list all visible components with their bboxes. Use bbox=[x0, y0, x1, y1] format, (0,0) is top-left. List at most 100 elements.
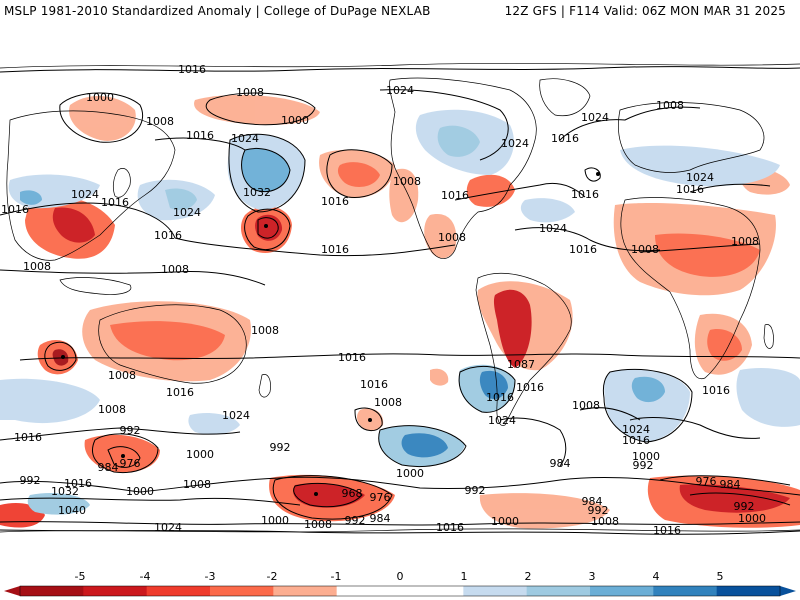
anomaly-neg-west-coast bbox=[389, 168, 419, 223]
colorbar-swatches bbox=[4, 585, 796, 597]
isobar-label: 1016 bbox=[486, 391, 514, 404]
isobar-label: 1000 bbox=[491, 515, 519, 528]
colorbar-segment bbox=[20, 586, 84, 596]
colorbar-segment bbox=[336, 586, 401, 596]
isobar-label: 1008 bbox=[656, 99, 684, 112]
anomaly-neg-small-south-2 bbox=[430, 368, 449, 386]
anomaly-pos-atlantic bbox=[520, 198, 575, 223]
isobar-label: 992 bbox=[734, 500, 755, 513]
isobar-label: 1016 bbox=[154, 229, 182, 242]
colorbar-max-arrow bbox=[780, 586, 796, 596]
colorbar-segment bbox=[463, 586, 528, 596]
isobar-label: 1087 bbox=[507, 358, 535, 371]
anomaly-neg-africa-south-core bbox=[707, 329, 742, 361]
isobar-label: 1016 bbox=[166, 386, 194, 399]
isobar-label: 1016 bbox=[622, 434, 650, 447]
anomaly-neg-indian-ocean-core bbox=[52, 349, 69, 366]
coast-arctic bbox=[0, 62, 800, 69]
colorbar: -5 -4 -3 -2 -1 0 1 2 3 4 5 bbox=[4, 570, 796, 597]
isobar-label: 1016 bbox=[321, 243, 349, 256]
isobar-label: 1008 bbox=[731, 235, 759, 248]
colorbar-tick-label: 5 bbox=[717, 570, 724, 583]
isobar-label: 1008 bbox=[591, 515, 619, 528]
isobar-label: 1000 bbox=[281, 114, 309, 127]
anomaly-pos-siberia-core bbox=[20, 190, 42, 205]
isobar-label: 1008 bbox=[236, 86, 264, 99]
isobar-label: 984 bbox=[98, 461, 119, 474]
isobar-label: 1016 bbox=[441, 189, 469, 202]
anomaly-neg-s-pacific-core bbox=[293, 483, 365, 508]
isobar-label: 1008 bbox=[438, 231, 466, 244]
isobar-label: 1016 bbox=[360, 378, 388, 391]
isobar-label: 1032 bbox=[243, 186, 271, 199]
coast-europe bbox=[618, 102, 765, 173]
isobar-label: 1016 bbox=[178, 63, 206, 76]
isobar-label: 1008 bbox=[23, 260, 51, 273]
isobar-label: 1024 bbox=[386, 84, 414, 97]
coast-new-zealand bbox=[258, 374, 271, 398]
isobar-label: 1024 bbox=[539, 222, 567, 235]
isobar-label: 1016 bbox=[64, 477, 92, 490]
low-center-dot bbox=[264, 224, 268, 228]
anomaly-neg-s-america-core bbox=[493, 289, 532, 368]
colorbar-tick-label: 4 bbox=[653, 570, 660, 583]
colorbar-segment bbox=[400, 586, 464, 596]
colorbar-tick-label: 2 bbox=[525, 570, 532, 583]
colorbar-segment bbox=[716, 586, 781, 596]
isobar-label: 1016 bbox=[436, 521, 464, 534]
anomaly-pos-s-atlantic bbox=[604, 369, 690, 442]
anomaly-shading bbox=[0, 94, 800, 529]
isobar-label: 1008 bbox=[393, 175, 421, 188]
model-run-info: 12Z GFS | F114 Valid: 06Z MON MAR 31 202… bbox=[504, 4, 786, 18]
anomaly-neg-mexico bbox=[424, 214, 457, 259]
isobar-label: 1024 bbox=[71, 188, 99, 201]
isobar-label: 1016 bbox=[569, 243, 597, 256]
map-title: MSLP 1981-2010 Standardized Anomaly | Co… bbox=[4, 4, 431, 18]
isobar-label: 1016 bbox=[571, 188, 599, 201]
low-center-dot bbox=[596, 172, 600, 176]
colorbar-segment bbox=[526, 586, 591, 596]
isobar-label: 992 bbox=[270, 441, 291, 454]
anomaly-pos-s-pacific-core bbox=[401, 433, 448, 458]
isobar-label: 1008 bbox=[98, 403, 126, 416]
isobar-label: 1024 bbox=[488, 414, 516, 427]
isobar-label: 1000 bbox=[632, 450, 660, 463]
colorbar-ticks: -5 -4 -3 -2 -1 0 1 2 3 4 5 bbox=[75, 570, 724, 583]
isobar-label: 992 bbox=[465, 484, 486, 497]
isobar-label: 984 bbox=[550, 457, 571, 470]
isobar-label: 1016 bbox=[516, 381, 544, 394]
anomaly-neg-australia-core bbox=[110, 321, 225, 361]
isobar-label: 992 bbox=[345, 514, 366, 527]
isobar-label: 1016 bbox=[551, 132, 579, 145]
isobar-label: 976 bbox=[696, 475, 717, 488]
anomaly-neg-africa-core bbox=[655, 233, 760, 277]
coast-africa bbox=[620, 197, 761, 380]
isobar-label: 1008 bbox=[183, 478, 211, 491]
anomaly-neg-s-indian bbox=[84, 434, 160, 473]
low-center-dot bbox=[61, 355, 65, 359]
isobar-label: 984 bbox=[370, 512, 391, 525]
anomaly-pos-japan-core bbox=[165, 188, 197, 210]
isobar-label: 1032 bbox=[51, 485, 79, 498]
low-center-dot bbox=[368, 418, 372, 422]
isobar-label: 1024 bbox=[154, 521, 182, 534]
isobar-label: 1008 bbox=[146, 115, 174, 128]
isobar-label: 1016 bbox=[676, 183, 704, 196]
colorbar-segment bbox=[653, 586, 718, 596]
isobar-label: 1000 bbox=[396, 467, 424, 480]
colorbar-tick-label: -2 bbox=[267, 570, 278, 583]
coast-madagascar bbox=[763, 324, 774, 349]
colorbar-border bbox=[19, 585, 781, 597]
isobar-label: 1024 bbox=[231, 132, 259, 145]
isobar-label: 1016 bbox=[321, 195, 349, 208]
isobar-label: 984 bbox=[582, 495, 603, 508]
colorbar-segment bbox=[83, 586, 148, 596]
anomaly-neg-aleutian-core bbox=[337, 162, 380, 187]
isobar-label: 1008 bbox=[631, 243, 659, 256]
isobar-label: 968 bbox=[342, 487, 363, 500]
colorbar-tick-label: 1 bbox=[461, 570, 468, 583]
isobar-label: 992 bbox=[633, 459, 654, 472]
coast-asia-east bbox=[6, 110, 176, 261]
